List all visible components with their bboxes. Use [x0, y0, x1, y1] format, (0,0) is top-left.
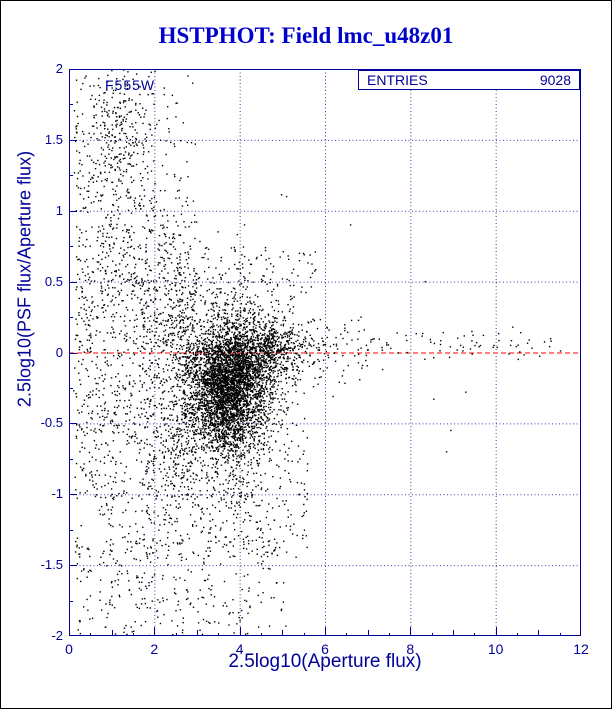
x-axis-label: 2.5log10(Aperture flux) [228, 651, 422, 672]
y-tick-label: 1 [55, 202, 63, 218]
plot-area: F555W ENTRIES 9028 0 2 4 6 8 10 12 2 1.5 1 0.5 0 -0.… [41, 61, 589, 657]
y-tick-label: 2 [55, 61, 63, 76]
y-tick-label: -1 [51, 486, 63, 502]
x-tick-label: 2 [150, 641, 159, 657]
x-tick-label: 8 [406, 641, 415, 657]
y-tick-label: 1.5 [44, 131, 63, 147]
scatter-canvas [69, 69, 581, 636]
y-tick-label: 0.5 [44, 273, 63, 289]
y-tick-label: -1.5 [40, 557, 63, 573]
x-tick-label: 12 [573, 641, 589, 657]
y-tick-label: 0 [55, 344, 63, 360]
chart-title: HSTPHOT: Field lmc_u48z01 [158, 23, 454, 48]
stats-label: ENTRIES [367, 72, 428, 88]
x-tick-label: 10 [487, 641, 504, 657]
dataset-label: F555W [105, 77, 156, 93]
stats-box: ENTRIES 9028 [358, 70, 580, 90]
x-tick-label: 6 [321, 641, 329, 657]
y-tick-label: -0.5 [40, 415, 63, 431]
y-axis-label: 2.5log10(PSF flux/Aperture flux) [14, 150, 35, 408]
x-tick-label: 0 [65, 641, 73, 657]
stats-value: 9028 [539, 72, 571, 88]
y-tick-label: -2 [51, 628, 63, 643]
x-tick-label: 4 [235, 641, 244, 657]
